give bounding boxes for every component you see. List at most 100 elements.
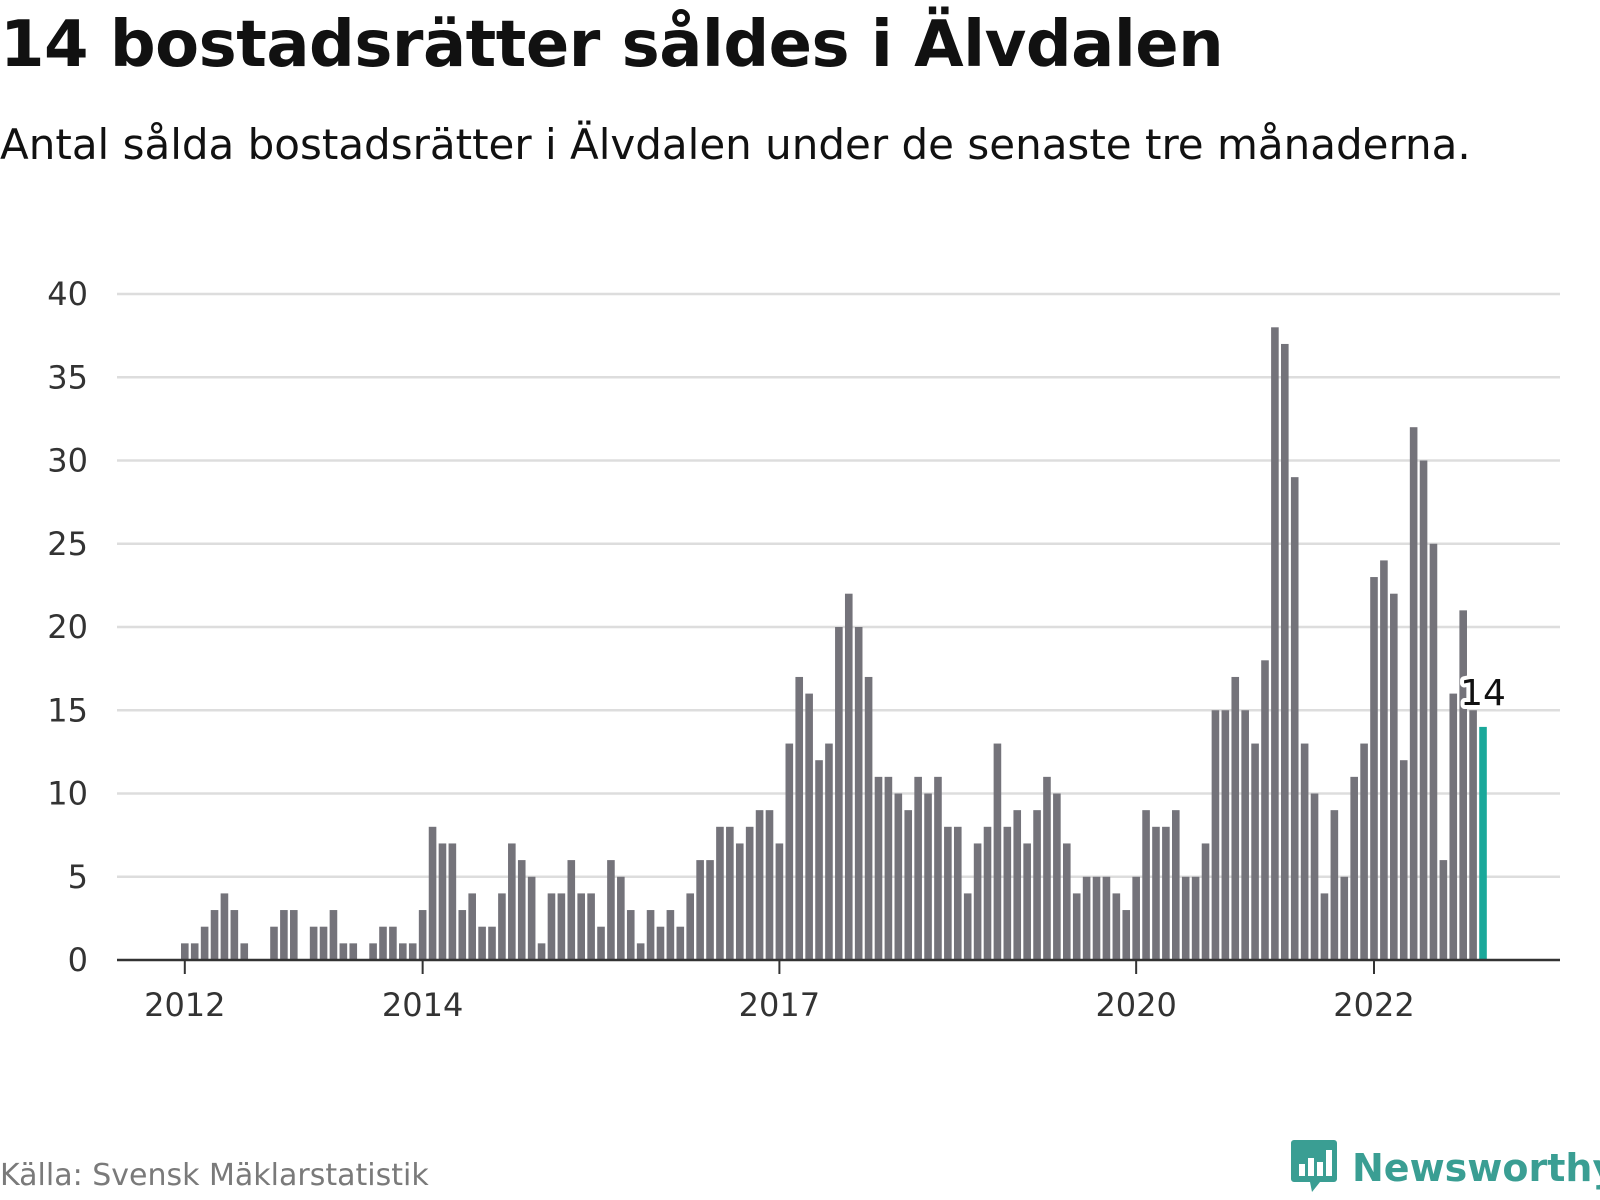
bar	[290, 910, 298, 960]
bar	[399, 943, 407, 960]
bar	[745, 826, 754, 960]
bar	[478, 926, 486, 960]
bar	[587, 893, 595, 960]
bar	[547, 893, 556, 960]
y-tick-label: 20	[47, 608, 88, 646]
bar	[1122, 910, 1131, 960]
bar	[468, 893, 476, 960]
bar	[210, 910, 219, 960]
bar	[1072, 893, 1081, 960]
x-tick-label: 2022	[1333, 986, 1414, 1024]
bar	[428, 826, 437, 960]
bar	[1419, 460, 1428, 960]
bar	[844, 593, 853, 960]
bar	[1390, 593, 1398, 960]
bar	[1062, 843, 1071, 960]
x-tick-label: 2014	[382, 986, 463, 1024]
highlight-value-label: 14	[1460, 673, 1506, 714]
y-axis-ticks: 0 5 10 15 20 25 30 35 40	[47, 275, 88, 979]
x-tick-label: 2012	[144, 986, 225, 1024]
bar	[200, 926, 209, 960]
bar	[993, 743, 1002, 960]
bar	[448, 843, 457, 960]
bar	[1409, 427, 1418, 960]
bar	[1380, 560, 1388, 960]
bar-chart-speech-bubble-icon	[1290, 1138, 1338, 1198]
bar	[597, 926, 605, 960]
bar	[953, 826, 962, 960]
bar	[1469, 710, 1477, 960]
bar	[973, 843, 982, 960]
bar	[1221, 710, 1230, 960]
bars	[181, 327, 1487, 960]
bar	[646, 910, 655, 960]
bar	[854, 627, 863, 960]
bar	[1370, 577, 1378, 960]
bar	[1181, 876, 1190, 960]
bar	[735, 843, 744, 960]
bar	[181, 943, 189, 960]
bar	[537, 943, 546, 960]
bar	[1191, 876, 1200, 960]
bar	[835, 627, 843, 960]
bar	[1449, 693, 1458, 960]
bar	[1330, 810, 1339, 960]
bar	[1310, 793, 1319, 960]
bar	[1300, 743, 1309, 960]
bar	[805, 693, 813, 960]
brand-logo: Newsworthy	[1290, 1138, 1600, 1198]
bar	[1429, 543, 1438, 960]
bar	[1201, 843, 1210, 960]
chart-title: 14 bostadsrätter såldes i Älvdalen	[0, 8, 1224, 82]
bar	[488, 926, 496, 960]
bar	[1231, 676, 1240, 960]
bar	[914, 776, 922, 960]
bar	[369, 943, 377, 960]
bar	[795, 676, 804, 960]
bar	[230, 910, 239, 960]
x-tick-label: 2017	[739, 986, 820, 1024]
bar	[339, 943, 348, 960]
bar	[557, 893, 566, 960]
bar	[1261, 660, 1269, 960]
bar	[765, 810, 774, 960]
brand-name: Newsworthy	[1352, 1146, 1600, 1190]
bar	[924, 793, 932, 960]
bar	[517, 860, 526, 960]
bar	[696, 860, 704, 960]
x-tick-label: 2020	[1095, 986, 1176, 1024]
bar-highlight	[1479, 726, 1487, 960]
bar	[894, 793, 903, 960]
bar	[874, 776, 883, 960]
value-labels: 14	[1456, 669, 1510, 718]
bar	[1102, 876, 1111, 960]
bar	[319, 926, 328, 960]
bar	[1112, 893, 1121, 960]
bar	[904, 810, 913, 960]
bar	[666, 910, 675, 960]
bar	[349, 943, 358, 960]
bar	[1023, 843, 1031, 960]
bar	[864, 676, 873, 960]
bar	[1350, 776, 1358, 960]
bar	[1281, 343, 1289, 960]
bar	[408, 943, 417, 960]
bar	[607, 860, 615, 960]
bar	[389, 926, 397, 960]
bar	[1211, 710, 1220, 960]
bar	[498, 893, 506, 960]
bar	[884, 776, 893, 960]
bar	[636, 943, 645, 960]
bar	[577, 893, 585, 960]
bar	[1399, 760, 1408, 960]
bar	[527, 876, 536, 960]
bar	[656, 926, 665, 960]
bar	[1053, 793, 1061, 960]
bar	[1172, 810, 1180, 960]
y-tick-label: 25	[47, 525, 88, 563]
bar	[1132, 876, 1140, 960]
bar	[1271, 327, 1279, 960]
bar	[716, 826, 724, 960]
y-tick-label: 0	[68, 941, 88, 979]
